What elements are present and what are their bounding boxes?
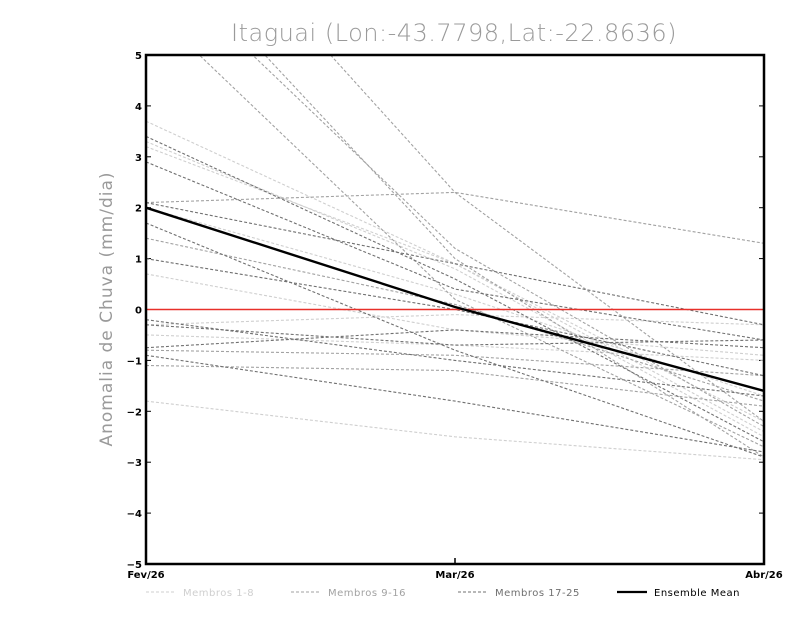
y-tick-label: 3 bbox=[135, 153, 142, 164]
series-lines bbox=[146, 55, 764, 461]
member-line-4 bbox=[146, 273, 764, 356]
member-line-14 bbox=[146, 349, 764, 377]
member-line-16 bbox=[329, 55, 764, 422]
member-line-3 bbox=[146, 146, 764, 433]
y-tick-label: −5 bbox=[127, 560, 142, 571]
member-line-5 bbox=[146, 400, 764, 461]
member-line-25 bbox=[146, 329, 764, 349]
member-line-23 bbox=[146, 319, 764, 397]
member-line-12 bbox=[198, 55, 764, 448]
member-line-9 bbox=[251, 55, 764, 428]
y-tick-label: −2 bbox=[127, 407, 142, 418]
y-tick-label: 4 bbox=[135, 102, 142, 113]
y-tick-labels: 5 4 3 2 1 0 −1 −2 −3 −4 −5 bbox=[127, 51, 142, 571]
member-line-21 bbox=[146, 258, 764, 377]
member-line-6 bbox=[146, 334, 764, 361]
legend-label: Membros 17-25 bbox=[495, 588, 580, 599]
x-tick-labels: Fev/26 Mar/26 Abr/26 bbox=[127, 570, 782, 581]
x-tick-label: Abr/26 bbox=[745, 570, 782, 581]
member-line-13 bbox=[146, 237, 764, 402]
x-tick-label: Fev/26 bbox=[127, 570, 164, 581]
x-tick-label: Mar/26 bbox=[435, 570, 474, 581]
legend: Membros 1-8 Membros 9-16 Membros 17-25 Ense… bbox=[146, 588, 740, 599]
member-line-1 bbox=[146, 120, 764, 422]
member-line-24 bbox=[146, 354, 764, 453]
legend-label: Membros 1-8 bbox=[183, 588, 254, 599]
y-tick-label: 2 bbox=[135, 204, 142, 215]
y-tick-label: −4 bbox=[127, 509, 142, 520]
legend-label: Membros 9-16 bbox=[328, 588, 406, 599]
member-line-8 bbox=[146, 207, 764, 397]
plot-frame bbox=[144, 53, 766, 566]
member-line-7 bbox=[146, 314, 764, 326]
ensemble-mean-line bbox=[145, 206, 765, 393]
member-line-10 bbox=[146, 191, 764, 244]
legend-label: Ensemble Mean bbox=[654, 588, 740, 599]
y-tick-label: 0 bbox=[135, 306, 142, 317]
chart-title: Itaguai (Lon:-43.7798,Lat:-22.8636) bbox=[231, 19, 677, 47]
member-line-11 bbox=[264, 55, 764, 458]
y-tick-label: −3 bbox=[127, 458, 142, 469]
y-axis-label: Anomalia de Chuva (mm/dia) bbox=[97, 171, 117, 446]
member-line-20 bbox=[146, 222, 764, 458]
member-line-17 bbox=[146, 135, 764, 443]
member-line-15 bbox=[146, 364, 764, 407]
member-line-2 bbox=[146, 140, 764, 438]
member-line-18 bbox=[146, 161, 764, 341]
y-tick-label: 5 bbox=[135, 51, 142, 62]
y-tick-label: −1 bbox=[127, 356, 142, 367]
y-tick-label: 1 bbox=[135, 255, 142, 266]
